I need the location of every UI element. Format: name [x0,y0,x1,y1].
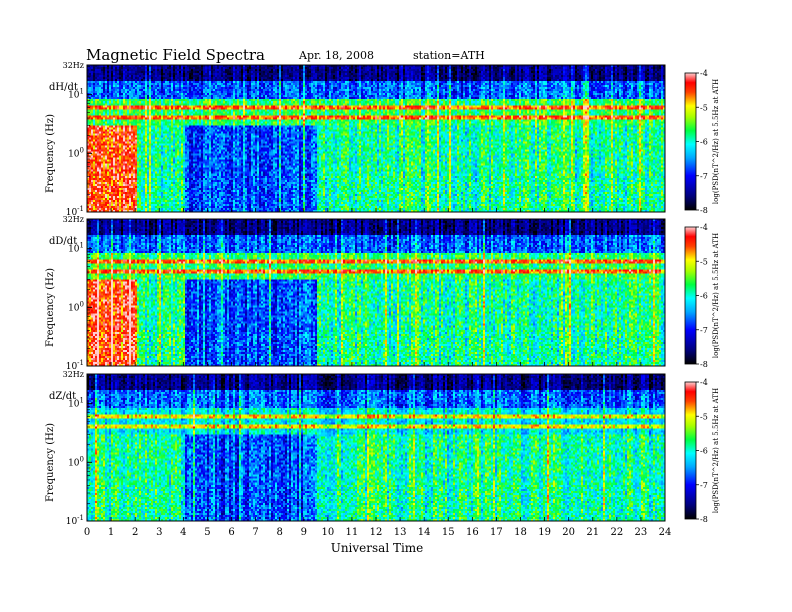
x-tick-label: 19 [538,527,551,538]
x-tick-label: 15 [442,527,455,538]
colorbar-tick-label: -8 [700,515,708,524]
colorbar-tick-label: -7 [700,172,708,181]
component-label: dZ/dt [49,391,76,402]
x-tick-label: 3 [156,527,162,538]
colorbar-tick-label: -4 [700,223,708,232]
y-tick-exponent: 1 [80,88,84,96]
colorbar-tick-label: -7 [700,326,708,335]
y-tick-label: 32Hz [63,61,84,70]
x-tick-label: 2 [132,527,138,538]
y-tick-label: 32Hz [63,215,84,224]
colorbar-tick-label: -4 [700,69,708,78]
y-tick-label: 32Hz [63,370,84,379]
colorbar-tick-label: -6 [700,447,708,456]
x-tick-label: 22 [610,527,623,538]
colorbar-tick-label: -5 [700,103,708,112]
colorbar-tick-label: -6 [700,292,708,301]
spectrogram-2 [87,374,665,521]
x-tick-label: 20 [562,527,575,538]
x-tick-label: 16 [466,527,479,538]
x-tick-label: 10 [321,527,334,538]
y-tick-exponent: 1 [80,242,84,250]
figure-title: Magnetic Field Spectra [86,46,265,64]
y-tick-exponent: -1 [77,205,84,213]
x-tick-label: 11 [346,527,359,538]
x-tick-label: 0 [84,527,90,538]
y-tick-exponent: 0 [80,300,84,308]
y-tick-exponent: -1 [77,514,84,522]
x-tick-label: 8 [276,527,282,538]
x-tick-label: 4 [180,527,186,538]
colorbar-tick-label: -5 [700,257,708,266]
x-tick-label: 5 [204,527,210,538]
x-tick-label: 17 [490,527,503,538]
x-tick-label: 23 [635,527,648,538]
y-axis-label: Frequency (Hz) [45,114,56,193]
x-axis-label: Universal Time [331,541,424,555]
component-label: dH/dt [49,82,78,93]
colorbar-tick-label: -7 [700,481,708,490]
y-axis-label: Frequency (Hz) [45,423,56,502]
colorbar-0 [684,72,697,211]
x-tick-label: 24 [659,527,672,538]
y-tick-label: 100 [68,300,84,313]
colorbar-tick-label: -6 [700,138,708,147]
y-tick-label: 100 [68,455,84,468]
x-tick-label: 14 [418,527,431,538]
x-tick-label: 18 [514,527,527,538]
colorbar-tick-label: -5 [700,412,708,421]
component-label: dD/dt [49,236,77,247]
colorbar-2 [684,381,697,520]
spectrogram-1 [87,219,665,366]
x-tick-label: 13 [394,527,407,538]
spectrogram-0 [87,65,665,212]
colorbar-label: log(PSD(nT^2/Hz) at 5.5Hz at ATH [712,79,720,204]
y-tick-exponent: -1 [77,359,84,367]
colorbar-tick-label: -4 [700,378,708,387]
station-label: station=ATH [413,49,485,62]
y-axis-label: Frequency (Hz) [45,268,56,347]
y-tick-exponent: 0 [80,146,84,154]
colorbar-label: log(PSD(nT^2/Hz) at 5.5Hz at ATH [712,388,720,513]
colorbar-tick-label: -8 [700,206,708,215]
colorbar-label: log(PSD(nT^2/Hz) at 5.5Hz at ATH [712,233,720,358]
figure-date: Apr. 18, 2008 [298,49,374,62]
y-tick-exponent: 1 [80,397,84,405]
x-tick-label: 1 [108,527,114,538]
colorbar-1 [684,226,697,365]
y-tick-exponent: 0 [80,455,84,463]
x-tick-label: 9 [301,527,307,538]
x-tick-label: 12 [370,527,383,538]
y-tick-label: 10-1 [66,514,84,527]
x-tick-label: 6 [228,527,234,538]
y-tick-label: 100 [68,146,84,159]
x-tick-label: 7 [252,527,258,538]
x-tick-label: 21 [586,527,599,538]
colorbar-tick-label: -8 [700,360,708,369]
